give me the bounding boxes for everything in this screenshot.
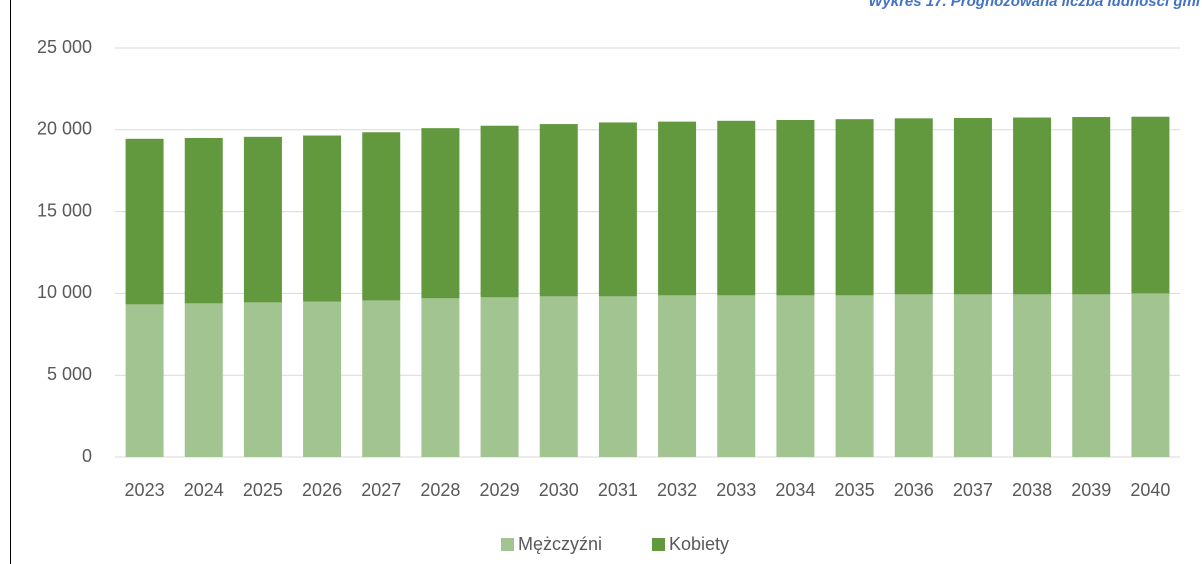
legend-label: Mężczyźni [518,534,602,554]
x-tick-label: 2026 [302,480,342,500]
bar-segment [1013,117,1052,295]
bar-segment [1131,116,1170,294]
x-tick-label: 2039 [1071,480,1111,500]
x-tick-label: 2024 [184,480,224,500]
bar-segment [776,119,815,296]
chart-frame [10,0,11,564]
x-tick-label: 2029 [480,480,520,500]
x-tick-label: 2040 [1130,480,1170,500]
bar-segment [539,124,578,297]
x-tick-label: 2035 [835,480,875,500]
bar-segment [125,138,164,305]
x-tick-label: 2036 [894,480,934,500]
bar-segment [1072,294,1111,457]
bar-segment [717,295,756,457]
bar-segment [480,297,519,457]
x-tick-label: 2025 [243,480,283,500]
bar-segment [362,300,401,457]
x-tick-label: 2037 [953,480,993,500]
bar-segment [303,301,342,457]
bar-segment [303,135,342,302]
bar-segment [125,304,164,457]
x-tick-label: 2028 [420,480,460,500]
x-tick-label: 2032 [657,480,697,500]
bar-segment [421,298,460,457]
x-tick-label: 2038 [1012,480,1052,500]
legend-swatch [501,538,514,551]
x-tick-label: 2023 [125,480,165,500]
y-tick-label: 25 000 [37,37,92,57]
bar-segment [894,118,933,295]
x-tick-label: 2031 [598,480,638,500]
bar-segment [480,125,519,298]
y-tick-label: 15 000 [37,200,92,220]
y-tick-label: 5 000 [47,364,92,384]
x-tick-label: 2033 [716,480,756,500]
y-tick-label: 10 000 [37,282,92,302]
bar-segment [539,296,578,457]
bar-segment [362,132,401,301]
bar-segment [184,303,223,457]
bar-segment [421,128,460,299]
x-tick-label: 2027 [361,480,401,500]
x-tick-label: 2030 [539,480,579,500]
bar-segment [598,296,637,457]
legend-swatch [652,538,665,551]
bar-segment [243,136,282,303]
y-tick-label: 20 000 [37,119,92,139]
bar-segment [953,294,992,457]
bar-segment [776,295,815,457]
bar-segment [717,120,756,296]
bar-segment [1013,294,1052,457]
bar-segment [658,295,697,457]
bar-segment [835,295,874,457]
chart-title: Wykres 17. Prognozowana liczba ludności … [869,0,1201,10]
bar-segment [1131,293,1170,457]
bar-segment [835,119,874,296]
bar-segment [184,137,223,304]
x-tick-label: 2034 [775,480,815,500]
bar-segment [243,302,282,457]
bar-segment [658,121,697,296]
bar-segment [1072,117,1111,295]
bar-segment [894,294,933,457]
bar-segment [598,122,637,297]
y-tick-label: 0 [82,446,92,466]
bar-segment [953,118,992,295]
legend-label: Kobiety [669,534,729,554]
